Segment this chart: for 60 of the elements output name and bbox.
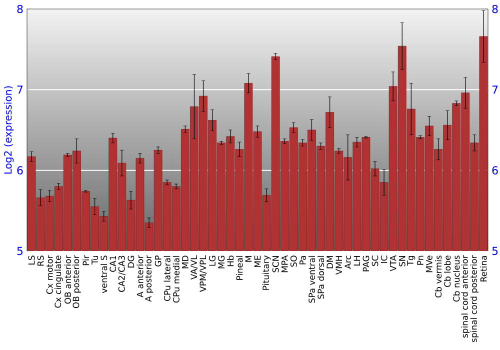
x-tick-label: Cb nucleus [453, 256, 460, 302]
y2-tick-label: 6 [492, 166, 498, 174]
x-tick-label: CPu medial [172, 256, 180, 303]
x-tick-label: M [245, 256, 252, 262]
x-tick-label: ME [254, 256, 261, 268]
x-tick-label: Pn [417, 256, 424, 265]
x-tick-label: PAG [362, 256, 370, 272]
x-tick-label: Retina [480, 256, 487, 282]
x-tick-label: CA1 [110, 256, 116, 272]
x-tick-label: VA/VL [190, 255, 198, 280]
x-tick-label: SPa ventral [308, 256, 316, 303]
x-tick-label: VPM/VPL [200, 255, 207, 292]
x-tick-label: A posterior [144, 255, 154, 302]
x-tick-label: VMH [336, 256, 342, 275]
x-tick-label: MD [182, 256, 188, 268]
x-tick-label: OB posterior [72, 255, 81, 308]
x-tick-label: Pa [300, 256, 306, 264]
x-tick-label: Pituitary [262, 255, 271, 290]
y-tick-label: 7 [17, 86, 23, 94]
y2-tick-label: 8 [492, 4, 498, 14]
x-tick-label: Arc [344, 256, 352, 269]
x-tick-label: LH [354, 256, 360, 266]
x-tick-label: A anterior [136, 255, 144, 298]
x-tick-label: SCN [272, 256, 279, 272]
x-tick-label: Tg [407, 256, 416, 266]
x-tick-label: Pineal [236, 256, 243, 280]
x-tick-label: MPA [282, 255, 288, 272]
x-tick-label: CPu lateral [164, 256, 170, 301]
x-tick-label: SO [290, 256, 297, 267]
x-tick-label: SC [372, 256, 378, 266]
x-tick-label: SN [398, 256, 406, 266]
x-tick-label: IC [380, 256, 388, 263]
x-tick-label: LS [28, 256, 35, 264]
x-tick-label: ventral S [100, 256, 108, 294]
y-axis-title: Log2 (expression) [4, 86, 14, 174]
x-tick-label: DM [326, 256, 333, 268]
y-tick-label: 8 [17, 4, 23, 14]
x-tick-label: GP [154, 255, 162, 266]
x-tick-label: DG [128, 256, 134, 268]
x-tick-label: Cx motor [46, 255, 53, 294]
x-tick-label: Tu [92, 256, 98, 265]
x-tick-label: Cx cingulate [54, 256, 63, 308]
y2-tick-label: 7 [492, 86, 498, 94]
x-tick-label: Hb [227, 256, 234, 266]
x-tick-label: CA2/CA3 [118, 256, 126, 292]
x-tick-label: VTA [390, 255, 396, 272]
x-tick-label: Cb vermis [434, 256, 442, 298]
x-tick-label: spinal cord posterior [470, 255, 479, 342]
x-tick-label: spinal cord anterior [461, 255, 470, 338]
y-tick-label: 5 [17, 246, 23, 256]
x-tick-label: SPa dorsal [317, 256, 324, 299]
x-tick-label: LG [209, 256, 216, 266]
y2-tick-label: 5 [492, 246, 498, 256]
x-tick-label: Pir [82, 255, 89, 266]
x-tick-label: MVe [426, 256, 432, 272]
y-tick-label: 6 [17, 166, 23, 174]
x-tick-label: RS [37, 256, 44, 266]
x-tick-label: Cb lobe [444, 256, 451, 287]
x-tick-label: OB anterior [64, 255, 71, 304]
x-tick-label: MG [218, 256, 225, 268]
